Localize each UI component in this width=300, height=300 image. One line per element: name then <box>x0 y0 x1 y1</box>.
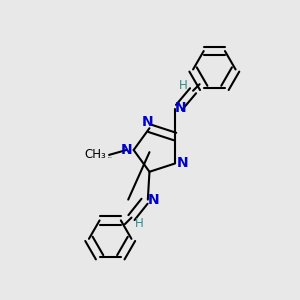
Text: N: N <box>142 115 154 129</box>
Text: N: N <box>121 143 132 157</box>
Text: N: N <box>148 193 160 207</box>
Text: N: N <box>176 157 188 170</box>
Text: CH₃: CH₃ <box>85 148 106 161</box>
Text: N: N <box>175 101 187 115</box>
Text: H: H <box>135 217 144 230</box>
Text: methyl: methyl <box>107 156 112 158</box>
Text: H: H <box>179 79 188 92</box>
